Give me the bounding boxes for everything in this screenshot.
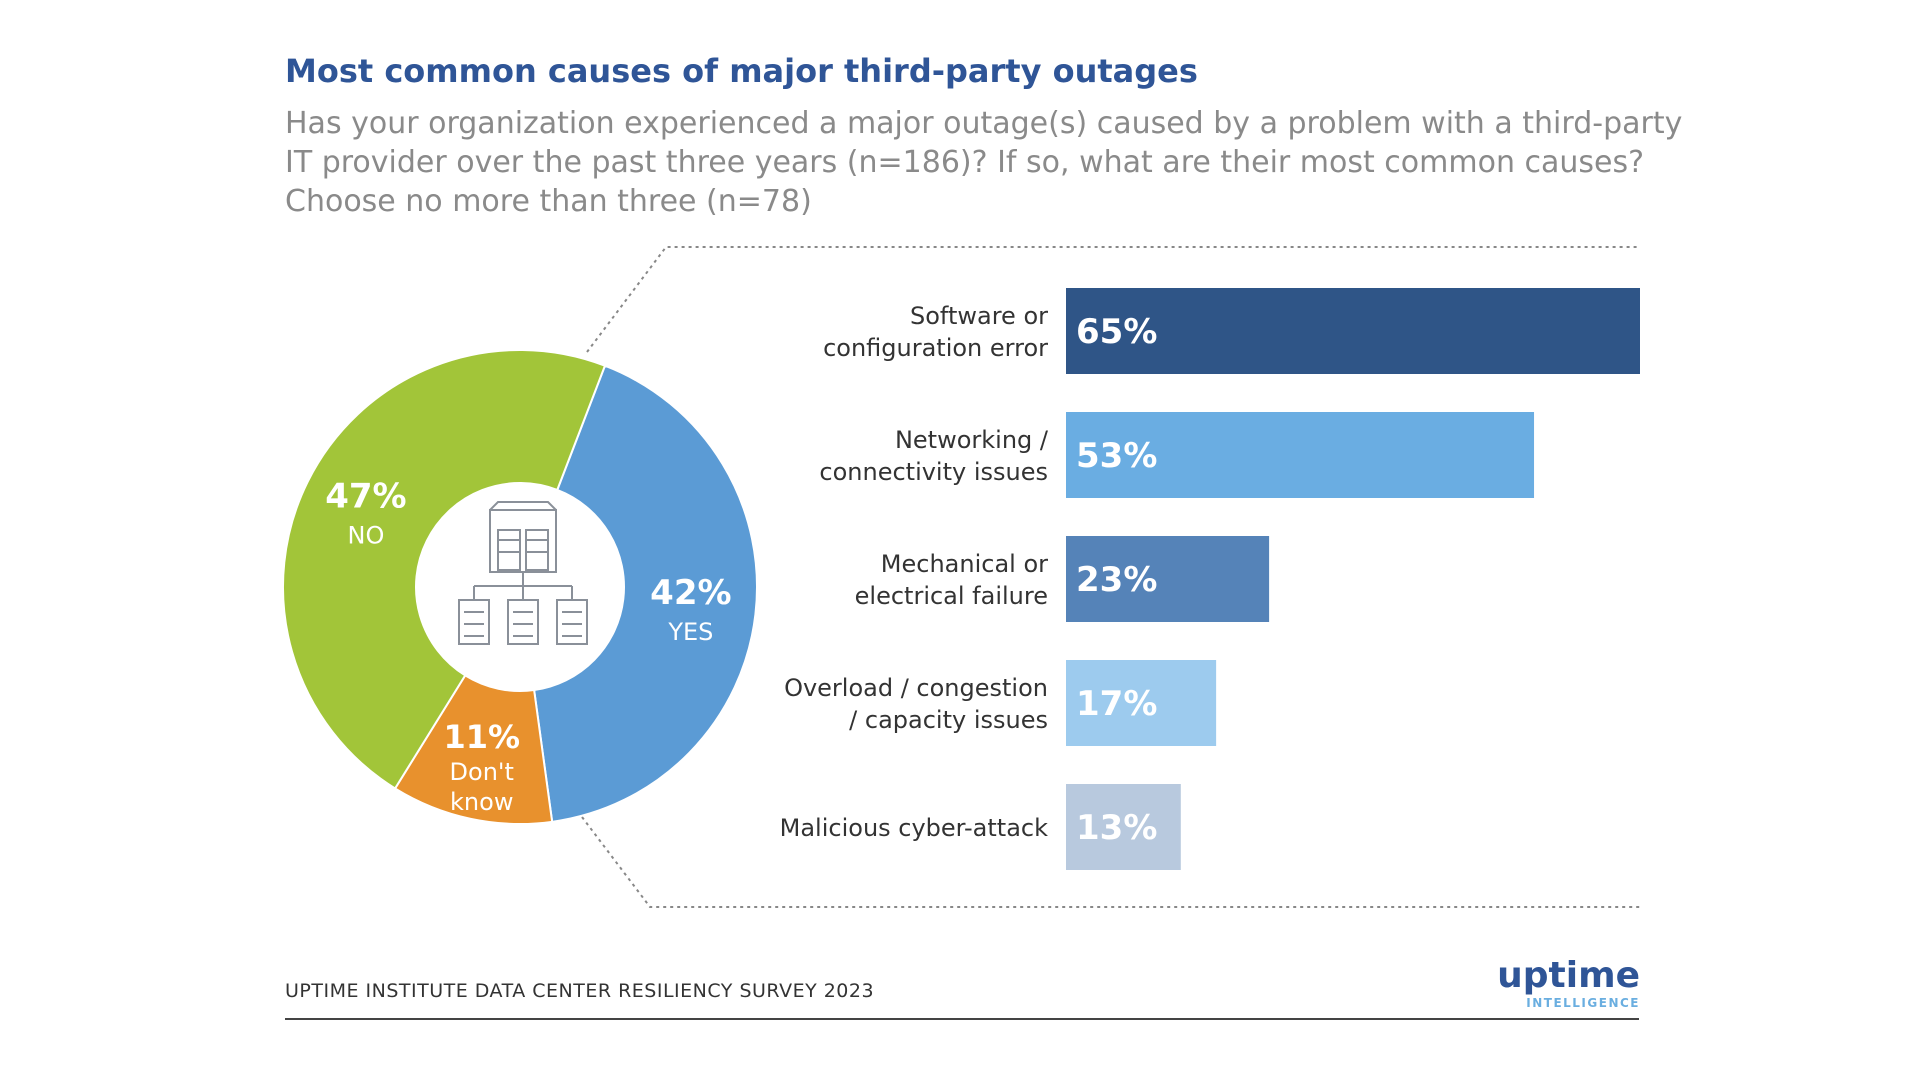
donut-cat-label-1-1: know xyxy=(450,788,513,816)
subtitle-line-3: Choose no more than three (n=78) xyxy=(285,184,812,219)
donut-pct-label-1: 11% xyxy=(443,718,520,756)
logo-main-text: uptime xyxy=(1497,955,1640,996)
bar-category-label-4-0: Malicious cyber-attack xyxy=(780,814,1048,842)
bar-1 xyxy=(1066,412,1535,498)
bar-category-label-1-0: Networking / xyxy=(895,426,1049,454)
bar-category-label-0-1: configuration error xyxy=(823,334,1048,362)
source-note: UPTIME INSTITUTE DATA CENTER RESILIENCY … xyxy=(285,980,875,1002)
subtitle-line-1: Has your organization experienced a majo… xyxy=(285,106,1683,141)
donut-pct-label-0: 42% xyxy=(650,573,731,613)
bar-category-label-1-1: connectivity issues xyxy=(819,458,1048,486)
bar-value-label-0: 65% xyxy=(1076,312,1157,352)
donut-cat-label-0-0: YES xyxy=(667,618,713,646)
bar-2 xyxy=(1066,536,1270,622)
bar-category-label-2-1: electrical failure xyxy=(855,582,1048,610)
bar-category-label-3-0: Overload / congestion xyxy=(784,674,1048,702)
logo-sub-text: INTELLIGENCE xyxy=(1526,996,1640,1010)
donut-cat-label-1-0: Don't xyxy=(450,758,514,786)
bar-value-label-2: 23% xyxy=(1076,560,1157,600)
bar-category-label-2-0: Mechanical or xyxy=(881,550,1048,578)
bar-3 xyxy=(1066,660,1217,746)
bar-value-label-1: 53% xyxy=(1076,436,1157,476)
uptime-logo: uptime INTELLIGENCE xyxy=(1480,955,1640,1011)
donut-pct-label-2: 47% xyxy=(325,477,406,517)
subtitle-line-2: IT provider over the past three years (n… xyxy=(285,145,1645,180)
server-network-icon xyxy=(416,483,624,691)
chart-subtitle: Has your organization experienced a majo… xyxy=(285,104,1685,221)
bar-category-label-0-0: Software or xyxy=(910,302,1048,330)
footer-divider xyxy=(285,1018,1639,1020)
chart-title: Most common causes of major third-party … xyxy=(285,52,1198,90)
bar-category-label-3-1: / capacity issues xyxy=(849,706,1048,734)
bar-value-label-3: 17% xyxy=(1076,684,1157,724)
dotted-connector xyxy=(581,246,1640,908)
donut-cat-label-2-0: NO xyxy=(348,522,385,550)
bar-value-label-4: 13% xyxy=(1076,808,1157,848)
bar-4 xyxy=(1066,784,1181,870)
bar-0 xyxy=(1066,288,1640,374)
bar-chart: 65% Software or configuration error 53% Netw… xyxy=(780,288,1640,870)
